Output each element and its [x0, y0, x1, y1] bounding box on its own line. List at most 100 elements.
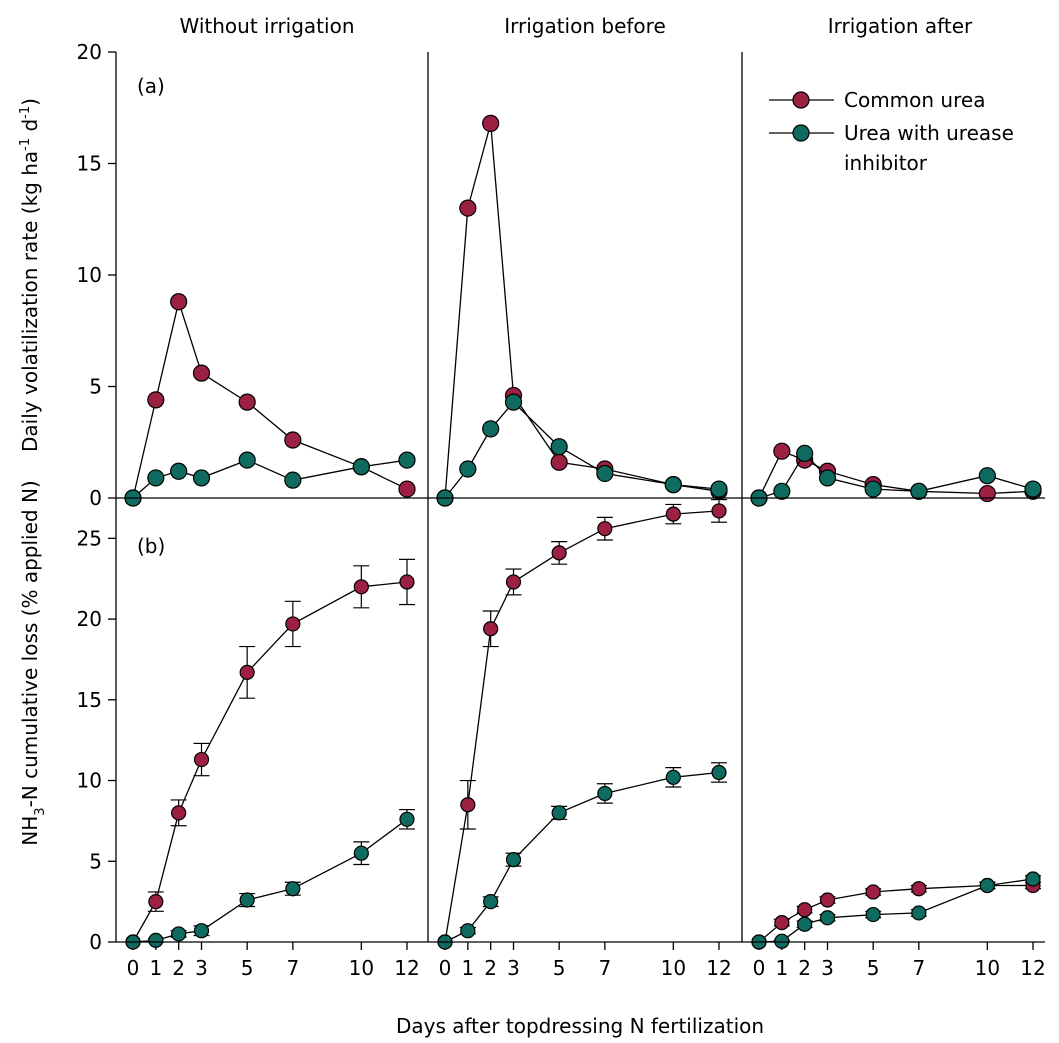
y-tick-label-a: 20 [77, 40, 102, 64]
data-point-common-urea-irrigation-before-b [711, 503, 727, 519]
data-point-urease-inhibitor-irrigation-after-b [911, 905, 927, 921]
x-tick-label: 5 [553, 956, 566, 980]
series-line-common-urea-irrigation-before-b [444, 510, 720, 943]
data-point-common-urea-irrigation-after-b [797, 902, 813, 918]
panel-title-irrigation-after: Irrigation after [828, 14, 973, 38]
data-point-urease-inhibitor-without-irrigation-b [193, 923, 210, 939]
data-point-urease-inhibitor-without-irrigation-b [239, 892, 255, 908]
data-point-urease-inhibitor-without-irrigation-a [170, 462, 188, 480]
data-point-urease-inhibitor-without-irrigation-a [238, 451, 256, 469]
data-point-common-urea-without-irrigation-a [170, 293, 188, 311]
x-tick-label: 7 [912, 956, 925, 980]
data-point-common-urea-without-irrigation-b [399, 574, 415, 590]
x-tick-label: 0 [439, 956, 452, 980]
data-point-urease-inhibitor-irrigation-before-b [460, 923, 476, 939]
data-point-urease-inhibitor-irrigation-after-b [774, 933, 790, 949]
data-point-urease-inhibitor-irrigation-after-b [819, 910, 836, 926]
data-point-urease-inhibitor-irrigation-before-a [710, 480, 728, 498]
x-tick-label: 5 [867, 956, 880, 980]
data-point-urease-inhibitor-irrigation-before-b [665, 769, 681, 785]
legend-label-common: Common urea [844, 88, 985, 112]
x-tick-label: 3 [821, 956, 834, 980]
data-point-common-urea-irrigation-after-a [773, 442, 791, 460]
data-point-urease-inhibitor-without-irrigation-a [398, 451, 416, 469]
series-line-urease-inhibitor-without-irrigation-b [132, 818, 408, 943]
series-line-common-urea-irrigation-before-a [444, 123, 720, 499]
data-point-common-urea-irrigation-before-b [483, 621, 499, 637]
x-tick-label: 3 [507, 956, 520, 980]
y-tick-label-b: 15 [77, 688, 102, 712]
x-tick-label: 0 [127, 956, 140, 980]
y-tick-label-a: 0 [89, 486, 102, 510]
x-tick-label: 12 [394, 956, 419, 980]
data-point-urease-inhibitor-irrigation-before-a [459, 460, 477, 478]
data-point-common-urea-irrigation-before-b [551, 545, 567, 561]
data-point-urease-inhibitor-irrigation-before-b [505, 852, 522, 868]
legend: Common urea Urea with urease inhibitor [769, 88, 1014, 175]
data-point-urease-inhibitor-without-irrigation-a [352, 458, 370, 476]
data-point-common-urea-without-irrigation-b [193, 751, 210, 768]
x-tick-label: 1 [149, 956, 162, 980]
data-point-urease-inhibitor-without-irrigation-b [171, 926, 187, 942]
data-point-common-urea-irrigation-after-b [774, 915, 790, 931]
data-point-urease-inhibitor-without-irrigation-a [192, 469, 211, 487]
data-point-urease-inhibitor-irrigation-after-a [818, 469, 837, 487]
y-axis-label-a: Daily volatilization rate (kg ha-1 d-1) [18, 98, 42, 452]
data-point-urease-inhibitor-without-irrigation-a [147, 469, 165, 487]
y-tick-label-a: 10 [77, 263, 102, 287]
x-tick-label: 0 [753, 956, 766, 980]
data-point-common-urea-irrigation-before-a [550, 453, 568, 471]
data-point-urease-inhibitor-irrigation-before-a [664, 476, 682, 494]
legend-label-inhibitor-line2: inhibitor [844, 151, 928, 175]
data-point-urease-inhibitor-irrigation-after-a [1024, 480, 1042, 498]
data-point-common-urea-irrigation-after-a [978, 484, 996, 503]
data-point-common-urea-without-irrigation-a [238, 393, 256, 411]
panel-title-without-irrigation: Without irrigation [180, 14, 355, 38]
x-tick-label: 10 [349, 956, 374, 980]
x-tick-label: 2 [172, 956, 185, 980]
y-tick-label-a: 15 [77, 152, 102, 176]
data-point-common-urea-irrigation-after-b [819, 892, 836, 908]
data-point-urease-inhibitor-without-irrigation-b [285, 881, 301, 897]
data-point-common-urea-without-irrigation-b [353, 579, 369, 595]
x-tick-label: 5 [241, 956, 254, 980]
data-point-common-urea-irrigation-before-b [597, 521, 613, 537]
y-tick-label-b: 25 [77, 526, 102, 550]
data-point-urease-inhibitor-without-irrigation-b [148, 932, 164, 948]
panel-label-a: (a) [137, 74, 165, 98]
series-line-common-urea-without-irrigation-a [132, 299, 408, 499]
x-tick-label: 10 [975, 956, 1000, 980]
data-point-common-urea-without-irrigation-a [284, 431, 302, 449]
data-point-urease-inhibitor-irrigation-before-a [482, 420, 500, 438]
x-tick-label: 10 [661, 956, 686, 980]
panel-label-b: (b) [137, 534, 165, 558]
data-point-urease-inhibitor-irrigation-after-b [1025, 871, 1041, 887]
data-point-urease-inhibitor-irrigation-after-b [979, 877, 995, 894]
data-point-urease-inhibitor-irrigation-before-b [483, 894, 499, 910]
data-point-urease-inhibitor-irrigation-after-a [978, 467, 996, 485]
x-tick-label: 2 [798, 956, 811, 980]
data-point-urease-inhibitor-irrigation-after-a [910, 482, 928, 500]
data-point-common-urea-without-irrigation-a [398, 480, 416, 498]
data-point-urease-inhibitor-irrigation-after-b [797, 916, 813, 932]
data-point-common-urea-irrigation-before-a [459, 199, 477, 217]
data-point-urease-inhibitor-irrigation-before-a [504, 393, 523, 411]
y-tick-label-a: 5 [89, 375, 102, 399]
data-point-urease-inhibitor-irrigation-after-a [864, 480, 882, 498]
data-point-common-urea-without-irrigation-b [148, 894, 164, 910]
data-point-common-urea-irrigation-before-a [482, 114, 500, 132]
x-tick-label: 2 [484, 956, 497, 980]
data-point-common-urea-irrigation-before-b [460, 797, 476, 813]
data-point-urease-inhibitor-irrigation-after-a [773, 482, 791, 500]
data-point-urease-inhibitor-without-irrigation-b [399, 811, 415, 827]
data-point-common-urea-irrigation-after-b [911, 881, 927, 897]
data-point-urease-inhibitor-irrigation-before-a [550, 438, 568, 456]
series-line-urease-inhibitor-irrigation-before-b [444, 771, 720, 943]
data-point-common-urea-irrigation-before-b [665, 506, 681, 522]
x-tick-label: 3 [195, 956, 208, 980]
x-tick-label: 12 [706, 956, 731, 980]
x-tick-label: 1 [775, 956, 788, 980]
data-point-urease-inhibitor-irrigation-before-b [551, 805, 567, 821]
